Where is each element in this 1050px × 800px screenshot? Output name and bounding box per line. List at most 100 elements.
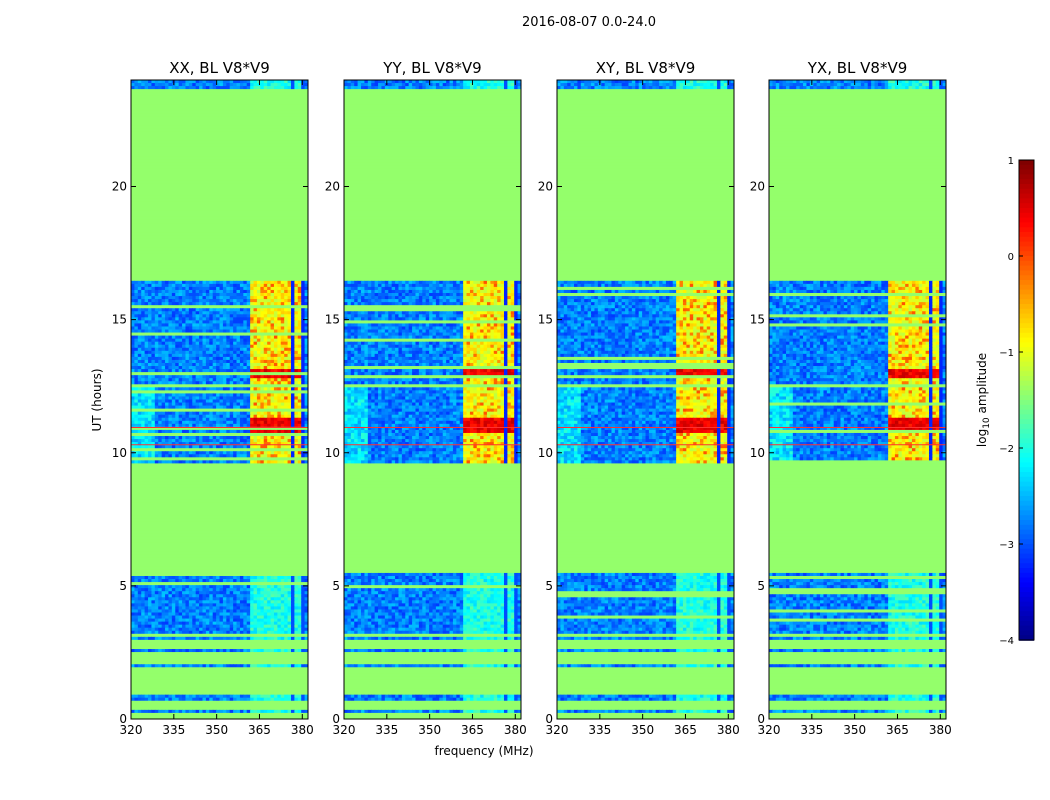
heatmap-cell — [260, 636, 265, 641]
heatmap-cell — [137, 314, 142, 318]
heatmap-cell — [209, 338, 214, 343]
heatmap-cell — [280, 338, 285, 343]
heatmap-cell — [388, 283, 393, 288]
heatmap-cell — [253, 283, 258, 288]
heatmap-cell — [182, 356, 187, 361]
heatmap-cell — [233, 329, 238, 334]
heatmap-cell — [357, 311, 362, 315]
heatmap-cell — [178, 335, 183, 340]
heatmap-cell — [182, 80, 187, 84]
heatmap-cell — [219, 344, 224, 349]
heatmap-cell — [229, 460, 234, 464]
heatmap-cell — [229, 445, 234, 449]
heatmap-cell — [212, 627, 217, 632]
flagged-cell — [344, 189, 521, 194]
heatmap-cell — [517, 280, 521, 285]
heatmap-cell — [148, 451, 153, 455]
heatmap-cell — [222, 694, 227, 699]
heatmap-cell — [243, 618, 248, 623]
heatmap-cell — [154, 436, 159, 440]
heatmap-cell — [178, 429, 183, 434]
heatmap-cell — [297, 618, 302, 623]
heatmap-cell — [253, 588, 258, 592]
heatmap-cell — [267, 353, 272, 358]
heatmap-cell — [216, 320, 221, 325]
heatmap-cell — [260, 393, 265, 398]
heatmap-cell — [209, 618, 214, 623]
heatmap-cell — [256, 375, 261, 379]
heatmap-cell — [497, 302, 502, 306]
heatmap-cell — [212, 575, 217, 580]
heatmap-cell — [263, 694, 268, 699]
heatmap-cell — [246, 280, 251, 285]
heatmap-cell — [188, 314, 193, 318]
heatmap-cell — [192, 302, 197, 306]
heatmap-cell — [290, 317, 295, 321]
heatmap-cell — [226, 451, 231, 455]
heatmap-cell — [144, 597, 149, 601]
heatmap-cell — [493, 299, 498, 303]
heatmap-cell — [408, 302, 413, 306]
heatmap-cell — [188, 411, 193, 416]
heatmap-cell — [304, 329, 308, 334]
heatmap-cell — [168, 439, 173, 443]
heatmap-cell — [273, 436, 278, 440]
flagged-cell — [344, 146, 521, 151]
heatmap-cell — [250, 280, 255, 285]
heatmap-cell — [480, 317, 485, 321]
heatmap-cell — [171, 697, 176, 702]
heatmap-cell — [253, 369, 258, 373]
heatmap-cell — [151, 381, 156, 385]
heatmap-cell — [219, 411, 224, 416]
heatmap-cell — [168, 575, 173, 580]
heatmap-cell — [287, 350, 292, 355]
heatmap-cell — [209, 399, 214, 404]
heatmap-cell — [304, 439, 308, 443]
heatmap-cell — [137, 338, 142, 343]
heatmap-cell — [178, 436, 183, 440]
heatmap-cell — [435, 302, 440, 306]
heatmap-cell — [209, 585, 214, 589]
heatmap-cell — [161, 436, 166, 440]
heatmap-cell — [435, 311, 440, 315]
flagged-cell — [131, 676, 308, 681]
heatmap-cell — [229, 356, 234, 361]
heatmap-cell — [267, 314, 272, 318]
heatmap-cell — [175, 627, 180, 632]
heatmap-cell — [246, 381, 251, 385]
flagged-cell — [344, 174, 521, 178]
heatmap-cell — [178, 697, 183, 702]
heatmap-cell — [256, 323, 261, 328]
heatmap-cell — [199, 80, 204, 84]
heatmap-cell — [137, 317, 142, 321]
heatmap-cell — [287, 353, 292, 358]
heatmap-cell — [151, 356, 156, 361]
heatmap-cell — [212, 338, 217, 343]
heatmap-cell — [137, 636, 142, 641]
heatmap-cell — [168, 636, 173, 641]
heatmap-cell — [260, 445, 265, 449]
heatmap-cell — [182, 649, 187, 653]
heatmap-cell — [284, 439, 289, 443]
heatmap-cell — [165, 326, 170, 331]
heatmap-cell — [233, 627, 238, 632]
heatmap-cell — [422, 311, 427, 315]
heatmap-cell — [381, 293, 386, 297]
heatmap-cell — [294, 636, 299, 641]
heatmap-cell — [222, 353, 227, 358]
heatmap-cell — [161, 289, 166, 294]
heatmap-cell — [202, 323, 207, 328]
heatmap-cell — [154, 442, 159, 446]
heatmap-cell — [246, 378, 251, 382]
heatmap-cell — [253, 442, 258, 446]
heatmap-cell — [233, 293, 238, 297]
heatmap-cell — [205, 286, 210, 291]
heatmap-cell — [297, 594, 302, 598]
heatmap-cell — [236, 454, 241, 458]
heatmap-cell — [154, 603, 159, 608]
heatmap-cell — [384, 289, 389, 294]
heatmap-cell — [422, 280, 427, 285]
heatmap-cell — [219, 597, 224, 601]
heatmap-cell — [226, 612, 231, 617]
heatmap-cell — [408, 317, 413, 321]
